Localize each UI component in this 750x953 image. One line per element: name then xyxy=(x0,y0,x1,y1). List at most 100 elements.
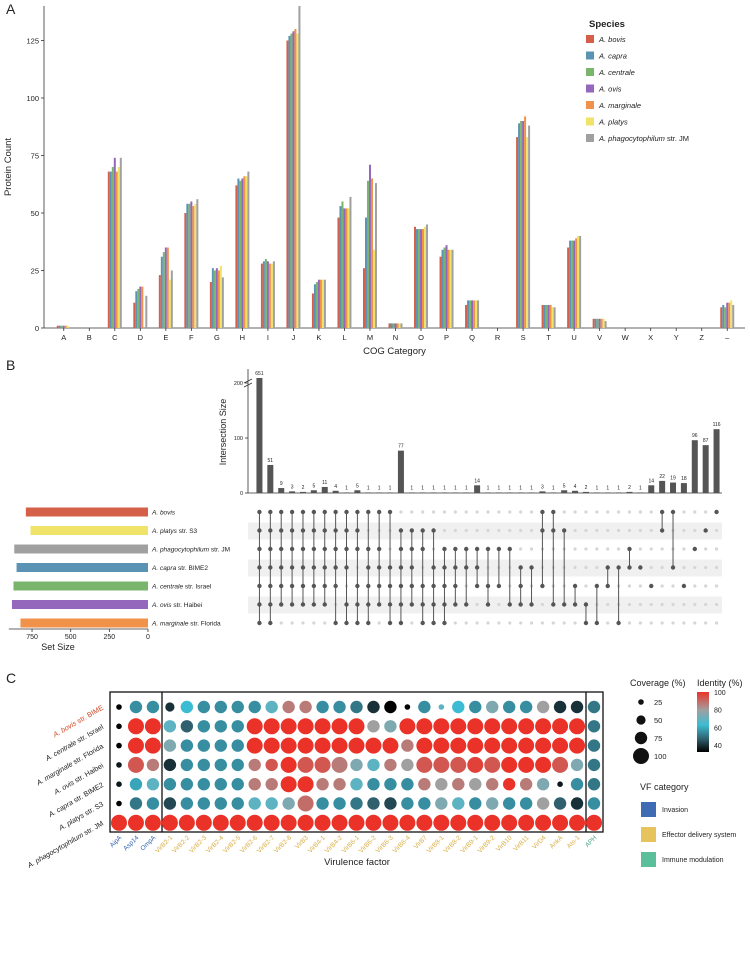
vf-dot-APH xyxy=(587,778,601,791)
vf-dot-APH xyxy=(587,700,601,714)
matrix-dot xyxy=(583,602,589,607)
vf-dot-VirB6-3 xyxy=(382,814,399,831)
vf-dot-VirB11 xyxy=(519,700,533,714)
matrix-empty-dot xyxy=(704,565,708,570)
vf-dot-OmpA xyxy=(144,814,161,831)
bar-N-6 xyxy=(400,323,403,328)
vf-dot-VirB3 xyxy=(297,737,314,754)
vf-dot-AnkA xyxy=(552,718,569,735)
x-tick-label: F xyxy=(189,333,194,342)
matrix-empty-dot xyxy=(714,528,719,533)
panel-label-a: A xyxy=(6,1,16,17)
bar-U-3 xyxy=(573,240,576,328)
vf-dot-VirB2-7 xyxy=(265,797,278,810)
matrix-empty-dot xyxy=(519,547,523,551)
matrix-empty-dot xyxy=(693,510,697,514)
matrix-empty-dot xyxy=(682,602,686,607)
x-tick-label: X xyxy=(648,333,653,342)
intersection-bar-22 xyxy=(495,492,502,493)
vf-dot-VirB7 xyxy=(418,778,431,791)
intersection-count: 5 xyxy=(356,483,359,489)
vf-dot-VirD4 xyxy=(536,700,550,714)
vf-dot-VirB6-4 xyxy=(401,739,414,752)
matrix-dot xyxy=(333,528,338,533)
identity-legend-title: Identity (%) xyxy=(697,678,743,688)
vf-dot-AipA xyxy=(116,723,122,730)
x-tick-label: V xyxy=(597,333,602,342)
vf-dot-VirB6-3 xyxy=(384,700,397,714)
vf-dot-VirB2-4 xyxy=(214,720,227,733)
bar-U-5 xyxy=(577,236,580,328)
vf-dot-VirB2-1 xyxy=(163,739,177,752)
vf-dot-AipA xyxy=(116,704,122,710)
vf-dot-VirD4 xyxy=(535,737,552,754)
intersection-count: 1 xyxy=(530,485,533,491)
vf-dot-VirB8-2 xyxy=(450,756,467,773)
set-size-bar xyxy=(20,618,148,628)
matrix-dot xyxy=(714,509,719,515)
bar-G-6 xyxy=(221,277,224,328)
bar-P-4 xyxy=(447,249,450,328)
intersection-count: 1 xyxy=(606,485,609,491)
matrix-dot xyxy=(649,583,654,589)
matrix-empty-dot xyxy=(704,510,708,514)
bar-K-0 xyxy=(311,293,314,328)
set-size-tick-label: 500 xyxy=(65,634,77,641)
coverage-legend-label: 100 xyxy=(654,752,667,761)
matrix-row-band xyxy=(248,522,722,540)
matrix-dot xyxy=(551,509,556,515)
matrix-dot xyxy=(333,583,338,589)
intersection-bar-24 xyxy=(517,492,524,493)
matrix-empty-dot xyxy=(704,584,708,588)
matrix-dot xyxy=(496,546,502,552)
intersection-count: 19 xyxy=(670,476,676,482)
bar-C-2 xyxy=(111,167,114,328)
bar-–-1 xyxy=(722,305,725,328)
bar-S-5 xyxy=(526,137,529,328)
vf-dot-VirB3 xyxy=(299,700,312,714)
matrix-empty-dot xyxy=(649,602,653,607)
matrix-dot xyxy=(376,546,382,552)
x-tick-label: J xyxy=(292,333,296,342)
matrix-dot xyxy=(398,565,404,570)
vf-dot-VirB8-2 xyxy=(452,797,465,810)
intersection-bar-30 xyxy=(582,491,589,493)
vf-dot-VirB2-7 xyxy=(265,758,278,772)
matrix-row-band xyxy=(248,559,722,577)
bar-H-2 xyxy=(239,180,242,328)
column-label: APH xyxy=(584,834,599,849)
bar-G-5 xyxy=(219,265,222,328)
bar-I-1 xyxy=(262,261,265,328)
x-tick-label: B xyxy=(87,333,92,342)
vf-dot-AipA xyxy=(116,781,122,787)
vf-dot-VirD4 xyxy=(535,756,552,773)
matrix-dot xyxy=(420,528,425,533)
matrix-empty-dot xyxy=(627,510,632,514)
matrix-empty-dot xyxy=(453,528,457,533)
matrix-dot xyxy=(409,546,415,552)
matrix-dot xyxy=(464,565,469,570)
intersection-bar-21 xyxy=(485,492,491,493)
bar-S-3 xyxy=(522,121,525,328)
vf-dot-VirB6-4 xyxy=(401,758,414,772)
matrix-empty-dot xyxy=(595,547,599,551)
matrix-empty-dot xyxy=(714,547,719,551)
bar-F-6 xyxy=(196,199,199,328)
coverage-legend-dot xyxy=(638,699,644,705)
vf-dot-VirB2-8 xyxy=(282,700,295,714)
x-tick-label: I xyxy=(267,333,269,342)
bar-T-3 xyxy=(547,305,550,328)
matrix-dot xyxy=(453,546,458,552)
intersection-count: 1 xyxy=(367,485,370,491)
bar-E-2 xyxy=(162,252,165,328)
legend-label: A. marginale xyxy=(598,101,641,110)
matrix-dot xyxy=(279,528,284,533)
matrix-empty-dot xyxy=(573,528,577,533)
matrix-dot xyxy=(496,583,502,589)
vf-dot-VirB10 xyxy=(502,700,516,714)
matrix-empty-dot xyxy=(442,510,447,514)
vf-dot-VirB8-2 xyxy=(450,737,467,754)
vf-dot-VirD4 xyxy=(535,814,552,831)
vf-dot-VirB2-6 xyxy=(246,814,263,831)
intersection-count: 3 xyxy=(541,484,544,490)
